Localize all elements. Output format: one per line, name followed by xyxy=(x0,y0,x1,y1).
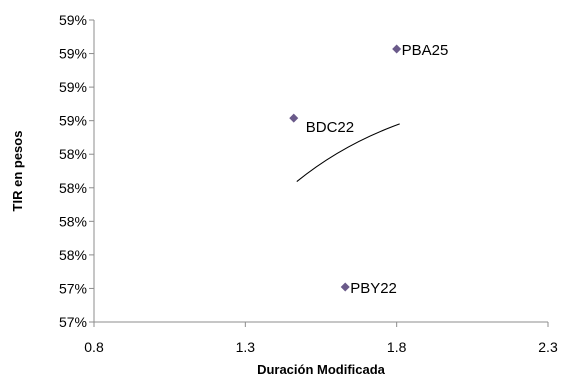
y-tick-label: 57% xyxy=(59,314,87,330)
x-tick-label: 2.3 xyxy=(538,339,558,355)
y-tick-label: 58% xyxy=(59,180,87,196)
y-tick-label: 59% xyxy=(59,113,87,129)
trendline xyxy=(296,123,400,182)
data-point xyxy=(289,113,299,123)
data-point-label: PBA25 xyxy=(402,42,449,59)
y-tick-label: 58% xyxy=(59,213,87,229)
y-axis-ticks: 57% 57% 58% 58% 58% 58% 59% 59% 59% 59% xyxy=(59,12,94,330)
y-axis-title: TIR en pesos xyxy=(10,131,25,212)
y-tick-label: 59% xyxy=(59,46,87,62)
x-tick-label: 0.8 xyxy=(84,339,104,355)
x-tick-label: 1.3 xyxy=(236,339,256,355)
y-tick-label: 57% xyxy=(59,280,87,296)
y-tick-label: 58% xyxy=(59,247,87,263)
y-tick-label: 58% xyxy=(59,146,87,162)
x-tick-label: 1.8 xyxy=(387,339,407,355)
data-point-label: BDC22 xyxy=(306,119,354,136)
y-tick-label: 59% xyxy=(59,79,87,95)
data-point xyxy=(392,44,402,54)
data-point-label: PBY22 xyxy=(350,280,397,297)
data-point xyxy=(340,282,350,292)
y-tick-label: 59% xyxy=(59,12,87,28)
data-points: PBA25 BDC22 PBY22 xyxy=(289,42,448,297)
x-axis-ticks: 0.8 1.3 1.8 2.3 xyxy=(84,322,558,355)
x-axis-title: Duración Modificada xyxy=(257,362,386,377)
